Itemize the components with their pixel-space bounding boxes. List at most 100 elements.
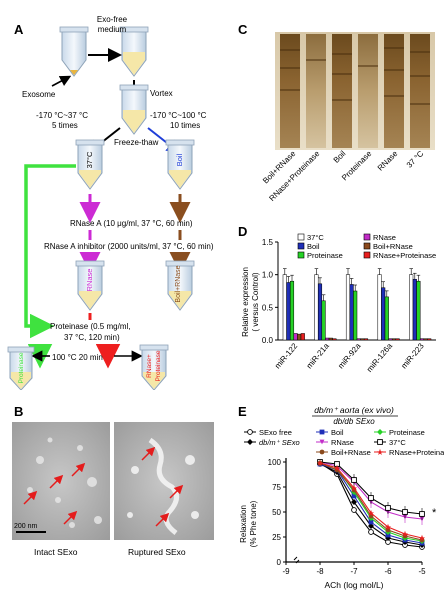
e-point (419, 534, 425, 541)
gel-background (275, 32, 435, 150)
tube-rnase-proteinase-label-1: RNase+ (146, 354, 153, 378)
e-point (402, 530, 408, 537)
d-bar (356, 338, 361, 341)
d-bar (345, 274, 351, 341)
tube-37c-label: 37°C (85, 151, 94, 168)
tube-rnase-proteinase-label-2: Proteinase (155, 350, 162, 381)
e-legend-marker (319, 429, 325, 435)
d-category-label: miR-122 (273, 341, 300, 370)
gel-lane-label-5: RNase (376, 149, 400, 173)
label-left-cycle-2: 5 times (52, 121, 78, 130)
label-right-cycle-1: -170 °C~100 °C (150, 111, 207, 120)
d-bar (388, 338, 393, 341)
e-point (368, 509, 374, 516)
d-bar (360, 338, 365, 341)
d-legend-label: 37°C (307, 233, 324, 242)
e-point (385, 532, 391, 538)
label-exo-free-1: Exo-free (97, 15, 128, 24)
e-xtick-label: -8 (316, 567, 324, 576)
d-legend-label: Proteinase (307, 251, 343, 260)
d-bar (328, 337, 333, 341)
d-bar (293, 333, 298, 341)
tube-freeze-thaw (119, 84, 149, 135)
gel-lane-label-6: 37 °C (405, 149, 426, 170)
tube-boil-rnase: Boil+RNase (165, 260, 195, 311)
d-bar (349, 284, 354, 341)
d-bar (391, 338, 397, 341)
d-category-label: miR-92a (336, 341, 363, 370)
arrow-exosome (51, 75, 72, 87)
e-xtick-label: -7 (350, 567, 358, 576)
label-exosome: Exosome (22, 90, 56, 99)
e-point (334, 464, 340, 471)
tube-medium (119, 26, 149, 77)
d-bar (282, 274, 287, 341)
d-ylabel-2: ( versus Control) (251, 272, 260, 331)
e-legend-marker (247, 439, 253, 445)
e-point (351, 477, 357, 483)
e-subtitle: db/db SExo (333, 417, 375, 426)
d-legend-swatch (363, 233, 371, 241)
d-legend-label: Boil (307, 242, 320, 251)
panel-e-letter: E (238, 404, 247, 419)
e-ytick-label: 50 (272, 508, 281, 517)
label-left-cycle-1: -170 °C~37 °C (36, 111, 88, 120)
d-ytick-label: 1.5 (262, 238, 274, 247)
d-ytick-label: 1.0 (262, 271, 274, 280)
d-legend-label: RNase+Proteinase (373, 251, 436, 260)
e-point (368, 495, 374, 501)
e-legend-marker (319, 449, 325, 455)
e-legend-label: RNase+Proteinase (389, 448, 444, 457)
gel-lane-boil-rnase (280, 34, 300, 148)
e-point (419, 511, 425, 517)
e-point (317, 459, 323, 466)
e-ytick-label: 100 (268, 458, 282, 467)
d-bar (363, 338, 369, 341)
e-legend-marker (319, 439, 325, 445)
d-bar (317, 283, 323, 341)
e-point (368, 523, 374, 529)
micrograph-ruptured-label: Ruptured SExo (128, 547, 186, 557)
arrow-proteinase-path (24, 164, 76, 339)
e-xlabel: ACh (log mol/L) (324, 580, 383, 590)
e-xtick-label: -9 (282, 567, 290, 576)
e-point (351, 507, 357, 513)
e-legend-label: Proteinase (389, 428, 425, 437)
label-freeze-thaw: Freeze-thaw (114, 138, 159, 147)
panel-a-flowchart: Exosome Exo-free medium Vortex Freeze-th… (7, 15, 214, 390)
d-category-label: miR-21a (305, 341, 332, 370)
e-legend-marker (377, 439, 383, 445)
d-ytick-label: 0.5 (262, 303, 274, 312)
d-bar (419, 338, 425, 341)
e-legend-label: SExo free (259, 428, 292, 437)
tube-boil: Boil (165, 139, 195, 190)
d-legend-label: RNase (373, 233, 396, 242)
d-bar (325, 337, 330, 341)
e-legend-marker (247, 429, 253, 435)
d-category-label: miR-126a (365, 341, 395, 374)
e-significance-star: * (432, 507, 437, 519)
d-legend-swatch (363, 251, 371, 259)
panel-c-gel: Boil+RNase RNase+Proteinase Boil Protein… (261, 32, 435, 203)
tube-boil-rnase-label: Boil+RNase (175, 265, 182, 302)
d-legend-swatch (297, 242, 305, 250)
e-axes: 0 25 50 75 100 -9 -8 -7 -6 -5 (268, 458, 426, 576)
e-point (351, 499, 357, 505)
e-ylabel-1: Relaxation (239, 505, 248, 543)
d-legend-swatch (363, 242, 371, 250)
d-bar (300, 333, 305, 341)
d-bar (381, 287, 386, 341)
label-exo-free-2: medium (98, 25, 127, 34)
e-legend-marker (377, 429, 383, 435)
d-bar (412, 278, 417, 341)
e-point (368, 519, 374, 525)
e-point (351, 484, 357, 491)
e-legend-label: RNase (331, 438, 354, 447)
d-bar (377, 274, 382, 341)
e-legend-label: db/m⁺ SExo (259, 438, 300, 447)
e-axis-break (293, 556, 300, 564)
d-bar (416, 280, 421, 341)
tube-rnase-label: RNase (85, 269, 94, 292)
d-bar (395, 338, 400, 341)
